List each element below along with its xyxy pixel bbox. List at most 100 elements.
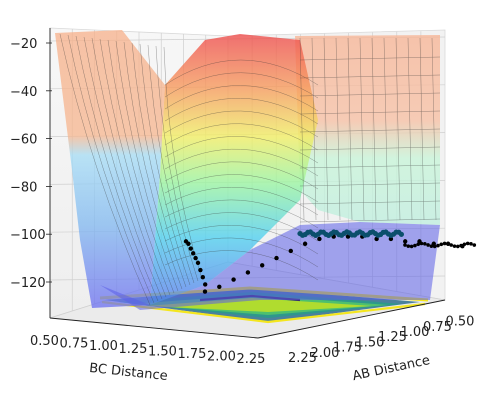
mesh-left-2 [75, 35, 159, 302]
surface-ridge [150, 34, 318, 305]
bc-tick-label-6: 2.00 [207, 350, 236, 365]
bc-tick-label-1: 0.75 [60, 337, 89, 352]
trajectory-tail-point [456, 244, 460, 249]
mesh-right-4 [347, 37, 353, 221]
trajectory-tail-point [429, 244, 434, 248]
surface-mesh [59, 33, 441, 306]
mesh-right-0 [299, 37, 305, 221]
ab-tick-label-5: 1.00 [401, 325, 430, 340]
mesh-left-11 [147, 44, 195, 284]
trajectory-points [183, 229, 477, 294]
z-tick-label-3: −80 [10, 180, 37, 195]
mesh-right-1 [311, 37, 317, 221]
trajectory-tail-point [403, 243, 407, 247]
ab-axis-label: AB Distance [351, 353, 431, 384]
trajectory-point [195, 260, 201, 266]
trajectory-tail-point [423, 241, 427, 246]
trajectory-tail-point [449, 243, 454, 247]
mesh-left-4 [91, 37, 167, 298]
mesh-left-5 [99, 38, 171, 296]
mesh-right-10 [419, 37, 425, 221]
mesh-left-7 [115, 40, 179, 292]
trajectory-point [231, 277, 236, 282]
mesh-plateau-6 [299, 164, 441, 169]
mesh-right-7 [383, 37, 389, 221]
trajectory-tail-point [442, 241, 447, 246]
mesh-plateau-8 [299, 200, 441, 205]
trajectory-tail-point [432, 244, 437, 249]
mesh-left-8 [123, 41, 183, 290]
bc-tick-label-3: 1.25 [119, 342, 148, 357]
surface-valley [100, 222, 440, 310]
trajectory-tail-point [472, 243, 477, 247]
trajectory-tail-point [446, 242, 450, 246]
mesh-ridge-6 [164, 136, 319, 164]
trajectory-point [245, 270, 251, 275]
surface-right-wall [295, 35, 440, 225]
z-tick-label-1: −40 [10, 85, 37, 100]
mesh-ridge-9 [164, 174, 319, 203]
bc-tick-label-5: 1.75 [178, 347, 207, 362]
trajectory-point [198, 267, 203, 273]
trajectory-point [217, 284, 222, 289]
trajectory-point [274, 255, 279, 261]
z-tick-label-5: −120 [10, 276, 46, 291]
ab-tick-label-1: 2.00 [311, 346, 340, 361]
trajectory-point [345, 234, 351, 239]
trajectory-tail-point [419, 241, 424, 246]
trajectory-point [288, 248, 293, 254]
ab-tick-label-7: 0.50 [446, 315, 475, 330]
surface-left-wall [55, 30, 165, 308]
mesh-left-1 [67, 34, 155, 304]
mesh-ridge-11 [164, 199, 319, 229]
ab-tick-label-3: 1.50 [356, 335, 385, 350]
mesh-right-6 [371, 37, 377, 221]
trajectory-point [202, 289, 208, 294]
trajectory-tail-point [462, 242, 467, 247]
trajectory-point [260, 263, 265, 268]
mesh-left-6 [107, 39, 175, 294]
mesh-right-8 [395, 37, 401, 221]
bc-axis-label: BC Distance [88, 361, 168, 384]
mesh-plateau-4 [299, 128, 441, 133]
trajectory-point [302, 241, 308, 246]
mesh-left-9 [131, 42, 187, 288]
bc-tick-labels: 0.50 0.75 1.00 1.25 1.50 1.75 2.00 2.25 [30, 334, 265, 367]
mesh-ridge-0 [164, 59, 319, 86]
mesh-left-10 [139, 43, 191, 286]
mesh-plateau-5 [299, 146, 441, 151]
trajectory-point [188, 246, 193, 251]
ab-tick-label-4: 1.25 [378, 330, 407, 345]
trajectory-tail-point [409, 244, 414, 249]
trajectory-point [193, 255, 198, 261]
bc-axis-line [49, 317, 259, 339]
mesh-ridge-15 [164, 250, 319, 281]
mesh-ridge-8 [164, 161, 319, 190]
mesh-ridge-10 [164, 187, 319, 216]
trajectory-point [403, 239, 408, 244]
mesh-left-0 [59, 33, 151, 306]
mesh-plateau-0 [299, 56, 441, 61]
mesh-ridge-13 [164, 225, 319, 255]
mesh-plateau-7 [299, 182, 441, 187]
trajectory-tail-point [413, 243, 417, 248]
ab-tick-labels: 2.252.001.751.501.251.000.750.50 [288, 315, 474, 366]
trajectory-point [317, 236, 322, 242]
mesh-plateau-9 [299, 218, 441, 223]
z-tick-labels: −20 −40 −60 −80 −100 −120 [10, 37, 52, 291]
ab-tick-label-0: 2.25 [288, 351, 317, 366]
mesh-ridge-2 [164, 85, 319, 112]
trajectory-tail-point [459, 243, 463, 248]
ab-axis-line [257, 299, 446, 339]
z-tick-label-0: −20 [10, 37, 37, 52]
trajectory-tail-point [452, 244, 457, 248]
trajectory-highlight-point [398, 231, 404, 237]
trajectory-point [203, 282, 208, 287]
trajectory-tail-point [465, 241, 470, 246]
mesh-right-3 [335, 37, 341, 221]
trajectory-tail-point [436, 243, 440, 248]
bc-tick-label-2: 1.00 [89, 339, 118, 354]
trajectory-tail-point [439, 242, 444, 247]
bc-tick-label-7: 2.25 [237, 352, 266, 367]
